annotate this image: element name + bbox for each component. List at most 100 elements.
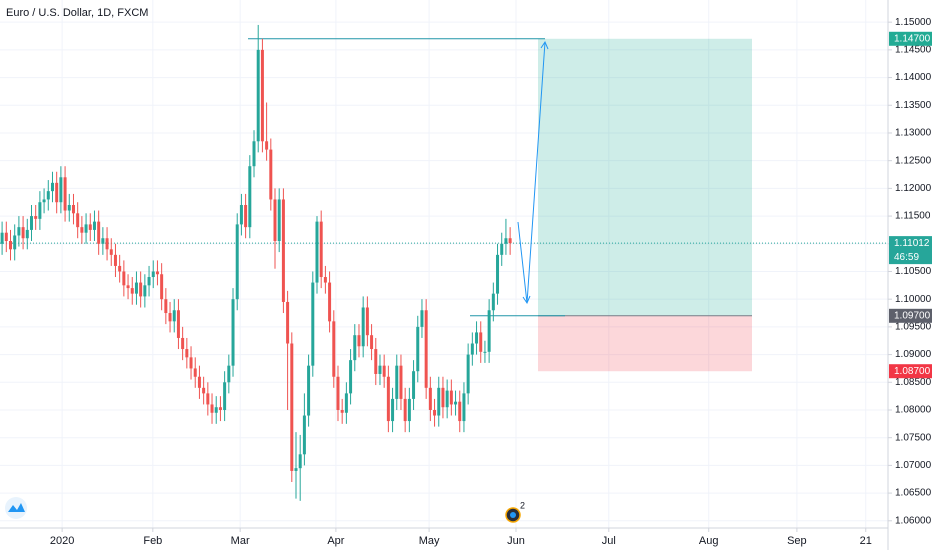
candle-body: [328, 282, 332, 322]
candle-body: [433, 409, 437, 416]
candle-body: [475, 332, 479, 344]
candle-body: [315, 221, 319, 283]
candle-body: [273, 199, 277, 242]
candle-body: [38, 202, 42, 219]
candle-body: [109, 249, 113, 255]
x-tick-label: Feb: [143, 535, 162, 547]
candle-body: [4, 232, 8, 242]
y-tick-label: 1.07000: [895, 460, 932, 471]
candle-body: [231, 299, 235, 366]
candle-body: [122, 271, 126, 286]
price-badge-label: 46:59: [894, 252, 919, 263]
candle-body: [55, 182, 59, 203]
candle-body: [353, 335, 357, 361]
logo: [5, 497, 27, 519]
candle-body: [176, 310, 180, 338]
candle-body: [244, 204, 248, 228]
candle-body: [382, 365, 386, 377]
arrow-head: [522, 295, 531, 305]
candle-body: [466, 354, 470, 394]
y-tick-label: 1.09000: [895, 349, 932, 360]
candle-body: [357, 335, 361, 347]
candle-body: [160, 274, 164, 300]
candle-body: [508, 238, 512, 244]
y-tick-label: 1.13500: [895, 100, 932, 111]
candle-body: [496, 254, 500, 294]
arrow-head: [540, 40, 549, 50]
candle-body: [185, 349, 189, 358]
candle-body: [386, 376, 390, 422]
candle-body: [92, 221, 96, 230]
candle-body: [424, 310, 428, 388]
candle-body: [252, 141, 256, 167]
candle-body: [67, 204, 71, 211]
y-tick-label: 1.10500: [895, 266, 932, 277]
candle-body: [202, 387, 206, 394]
y-tick-label: 1.08500: [895, 377, 932, 388]
candle-body: [147, 277, 151, 286]
candle-body: [395, 365, 399, 399]
candle-body: [374, 349, 378, 374]
candle-body: [223, 382, 227, 410]
y-tick-label: 1.12000: [895, 183, 932, 194]
candle-body: [416, 326, 420, 372]
y-tick-label: 1.14000: [895, 72, 932, 83]
price-badge: [889, 308, 932, 323]
candle-body: [370, 335, 374, 350]
candle-body: [210, 404, 214, 413]
candle-body: [235, 224, 239, 300]
candle-body: [403, 398, 407, 422]
candle-body: [8, 241, 12, 250]
x-tick-label: Aug: [699, 535, 719, 547]
profit-zone: [538, 38, 752, 316]
candle-body: [302, 415, 306, 455]
candle-body: [265, 141, 269, 150]
candle-body: [445, 390, 449, 408]
candle-body: [378, 365, 382, 374]
candle-body: [323, 277, 327, 283]
price-badge: [889, 236, 932, 265]
y-tick-label: 1.06500: [895, 488, 932, 499]
candle-body: [487, 310, 491, 352]
candle-body: [126, 285, 130, 289]
candle-body: [256, 49, 260, 142]
candle-body: [59, 177, 63, 203]
candle-body: [151, 271, 155, 278]
candle-body: [197, 376, 201, 388]
y-tick-label: 1.11500: [895, 211, 931, 222]
candle-body: [441, 387, 445, 408]
candle-body: [206, 393, 210, 405]
candle-body: [71, 204, 75, 214]
candle-body: [227, 365, 231, 383]
candle-body: [449, 390, 453, 405]
candle-body: [428, 387, 432, 410]
y-tick-label: 1.06000: [895, 515, 932, 526]
indicator-icon: 2: [505, 500, 525, 523]
y-tick-label: 1.15000: [895, 17, 932, 28]
y-tick-label: 1.10000: [895, 294, 932, 305]
y-tick-label: 1.12500: [895, 155, 932, 166]
x-tick-label: Jul: [602, 535, 616, 547]
price-badge-label: 1.14700: [894, 33, 931, 44]
candle-body: [13, 235, 17, 250]
x-tick-label: Mar: [231, 535, 250, 547]
candle-body: [189, 357, 193, 369]
candle-body: [113, 254, 117, 266]
price-badge-label: 1.11012: [894, 238, 930, 249]
candle-body: [172, 310, 176, 322]
candle-body: [311, 282, 315, 366]
candle-body: [21, 227, 25, 239]
candle-body: [500, 243, 504, 255]
x-tick-label: 21: [860, 535, 872, 547]
candle-body: [454, 401, 458, 405]
candle-body: [269, 149, 273, 200]
candle-body: [344, 393, 348, 413]
loss-zone: [538, 315, 752, 372]
x-tick-label: Jun: [507, 535, 525, 547]
candle-body: [193, 368, 197, 377]
candle-body: [407, 398, 411, 422]
candle-body: [97, 221, 101, 244]
candle-body: [42, 199, 46, 203]
candle-body: [319, 221, 323, 278]
